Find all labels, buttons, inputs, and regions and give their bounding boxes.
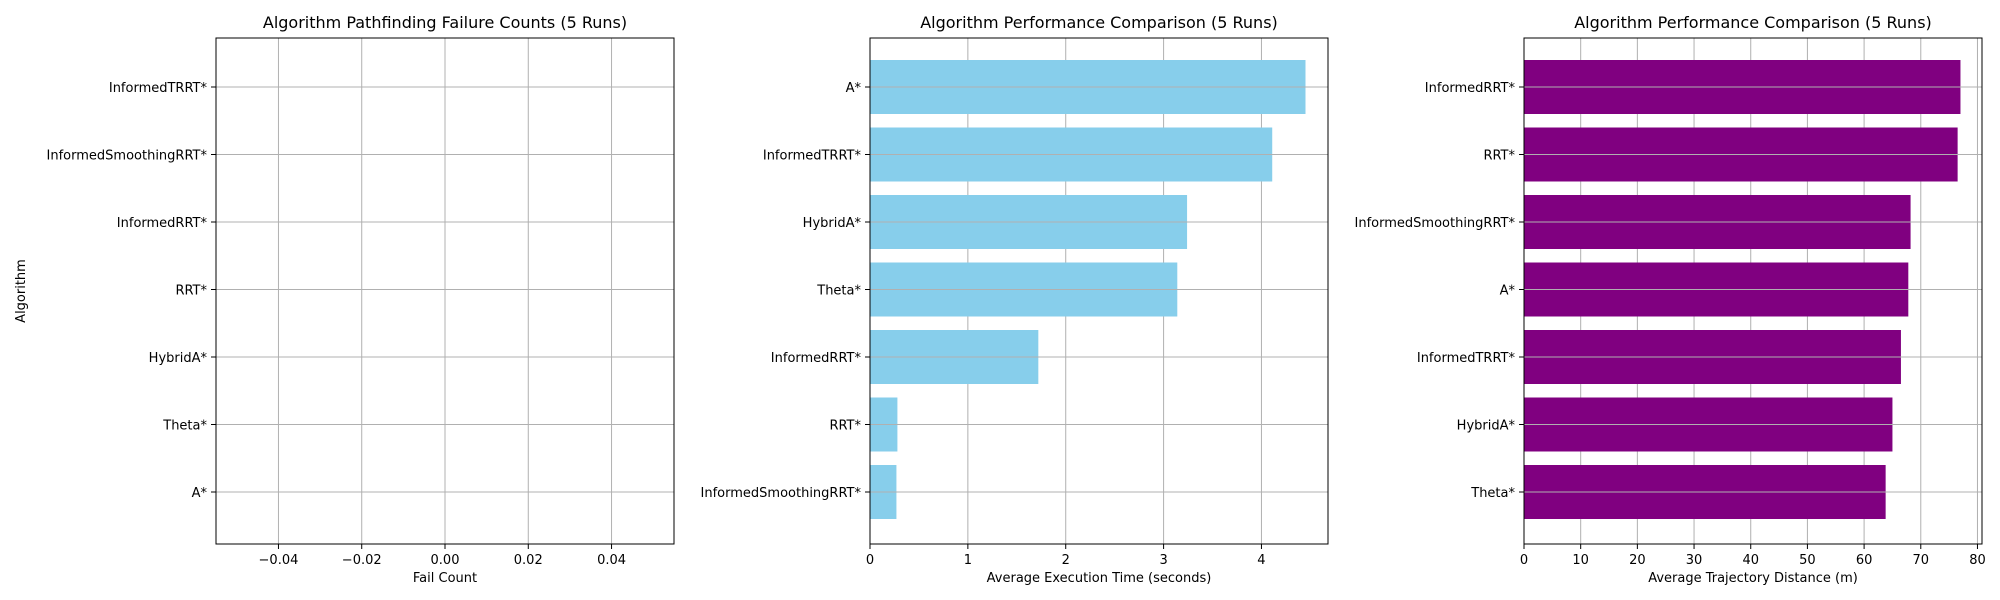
x-tick-label: 4 bbox=[1257, 553, 1265, 568]
x-tick-label: 60 bbox=[1856, 553, 1873, 568]
y-tick-label: RRT* bbox=[175, 284, 207, 299]
x-tick-label: 30 bbox=[1686, 553, 1703, 568]
y-tick-label: A* bbox=[846, 81, 862, 96]
x-tick-label: 80 bbox=[1969, 553, 1986, 568]
y-tick-label: RRT* bbox=[1483, 149, 1515, 164]
x-tick-label: 0 bbox=[866, 553, 874, 568]
x-tick-label: 0 bbox=[1520, 553, 1528, 568]
x-tick-label: 70 bbox=[1913, 553, 1930, 568]
x-tick-label: −0.02 bbox=[342, 553, 382, 568]
axes-frame bbox=[1523, 37, 1983, 545]
x-tick-label: 40 bbox=[1742, 553, 1759, 568]
y-tick-label: InformedSmoothingRRT* bbox=[47, 149, 208, 164]
chart-title: Algorithm Performance Comparison (5 Runs… bbox=[1574, 13, 1932, 32]
x-axis-label: Average Trajectory Distance (m) bbox=[1648, 571, 1858, 586]
y-tick-label: InformedTRRT* bbox=[1417, 351, 1516, 366]
y-tick-label: HybridA* bbox=[803, 216, 862, 231]
y-tick-label: InformedTRRT* bbox=[763, 149, 862, 164]
chart-panel-2: InformedSmoothingRRT* RRT* InformedRRT* The… bbox=[701, 13, 1329, 586]
x-tick-label: 50 bbox=[1799, 553, 1816, 568]
x-tick-label: 1 bbox=[964, 553, 972, 568]
x-tick-label: −0.04 bbox=[259, 553, 299, 568]
y-tick-label: InformedTRRT* bbox=[109, 81, 208, 96]
y-tick-label: Theta* bbox=[1470, 486, 1515, 501]
y-tick-label: A* bbox=[1500, 284, 1516, 299]
x-tick-label: 0.00 bbox=[431, 553, 460, 568]
y-axis-label: Algorithm bbox=[14, 259, 29, 323]
x-tick-label: 10 bbox=[1572, 553, 1589, 568]
y-tick-label: Theta* bbox=[816, 284, 861, 299]
y-tick-label: RRT* bbox=[829, 419, 861, 434]
x-tick-label: 0.04 bbox=[597, 553, 626, 568]
y-tick-label: A* bbox=[192, 486, 208, 501]
chart-panel-3: Theta* HybridA* InformedTRRT* A* InformedSmo… bbox=[1355, 13, 1986, 586]
x-tick-label: 20 bbox=[1629, 553, 1646, 568]
y-tick-label: HybridA* bbox=[1457, 419, 1516, 434]
chart-title: Algorithm Performance Comparison (5 Runs… bbox=[920, 13, 1278, 32]
x-tick-label: 0.02 bbox=[514, 553, 543, 568]
chart-title: Algorithm Pathfinding Failure Counts (5 … bbox=[263, 13, 627, 32]
y-tick-label: Theta* bbox=[162, 419, 207, 434]
y-tick-label: InformedSmoothingRRT* bbox=[1355, 216, 1516, 231]
y-tick-label: HybridA* bbox=[149, 351, 208, 366]
chart-panel-1: A* Theta* HybridA* RRT* InformedRRT* Informed… bbox=[14, 13, 675, 586]
y-tick-label: InformedSmoothingRRT* bbox=[701, 486, 862, 501]
y-tick-label: InformedRRT* bbox=[117, 216, 208, 231]
x-tick-label: 3 bbox=[1159, 553, 1167, 568]
x-axis-label: Average Execution Time (seconds) bbox=[987, 571, 1212, 586]
x-axis-label: Fail Count bbox=[413, 571, 477, 586]
axes-frame bbox=[869, 37, 1329, 545]
y-tick-label: InformedRRT* bbox=[771, 351, 862, 366]
y-tick-label: InformedRRT* bbox=[1425, 81, 1516, 96]
x-tick-label: 2 bbox=[1062, 553, 1070, 568]
